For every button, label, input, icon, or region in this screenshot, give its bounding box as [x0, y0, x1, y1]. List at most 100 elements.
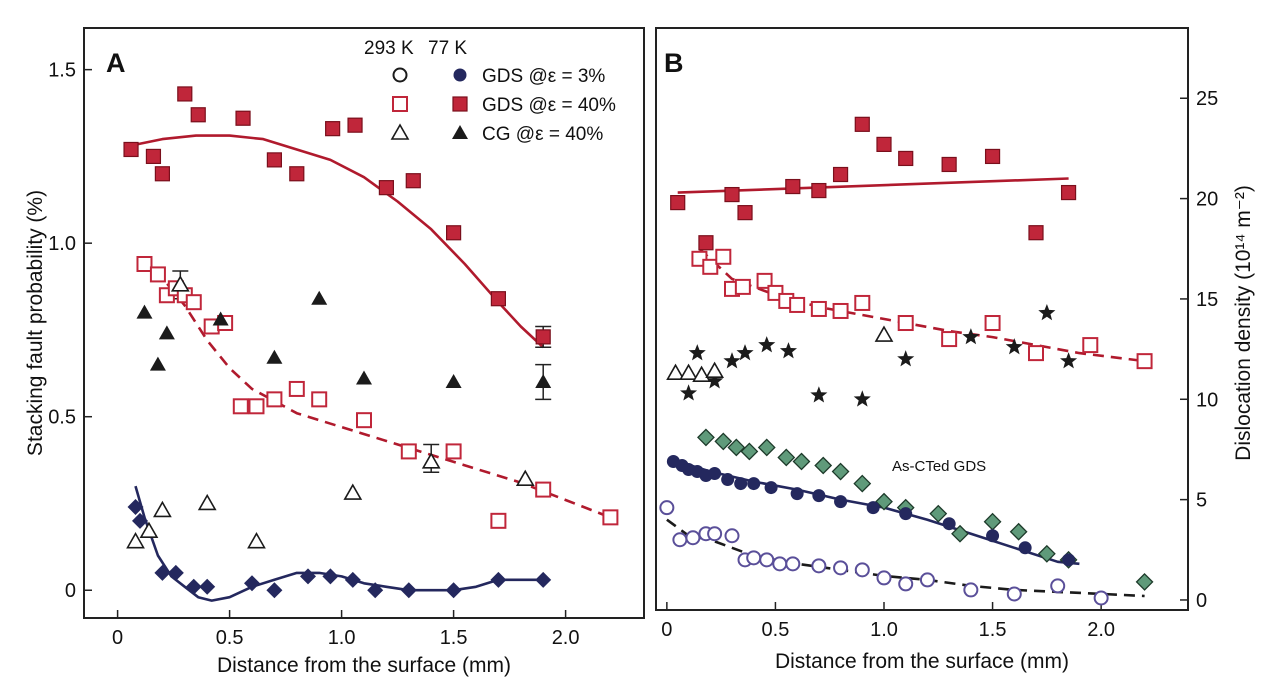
- panel-a-data-point: [490, 512, 507, 529]
- panel-b-series-2: [680, 304, 1078, 407]
- panel-a-data-point: [311, 391, 328, 408]
- panel-b-x-tick-label: 1.5: [979, 619, 1007, 641]
- legend-symbol-77k: [452, 125, 468, 139]
- panel-a-data-point: [247, 532, 266, 549]
- panel-a-data-point: [400, 582, 417, 599]
- panel-b-data-point: [811, 182, 827, 199]
- panel-b-y-axis-title: Dislocation density (10¹⁴ m⁻²): [1232, 185, 1255, 461]
- panel-b-fit-line-solid: [677, 177, 1069, 194]
- panel-a-data-point: [289, 166, 305, 182]
- panel-b-data-point: [724, 186, 740, 203]
- panel-b-data-point: [659, 500, 675, 516]
- panel-a-data-point: [190, 107, 206, 123]
- panel-b-data-point: [897, 315, 914, 332]
- panel-b-data-point: [737, 205, 753, 221]
- panel-a-y-tick-label: 0.5: [48, 407, 76, 429]
- panel-a-data-point: [356, 370, 372, 385]
- panel-a-series-2: [136, 290, 552, 388]
- panel-a-frame: [83, 27, 645, 619]
- panel-b-data-point: [790, 487, 804, 501]
- panel-b-data-point: [833, 560, 849, 576]
- panel-a-data-point: [445, 374, 462, 388]
- panel-b-data-point: [746, 550, 762, 566]
- panel-a-data-point: [266, 391, 283, 408]
- legend-symbol-293k: [392, 67, 408, 83]
- panel-b-y-tick-label: 5: [1196, 490, 1207, 512]
- panel-a-data-point: [136, 256, 153, 272]
- panel-b-data-point: [759, 552, 775, 568]
- panel-b-data-point: [1062, 553, 1076, 567]
- panel-a-data-point: [197, 493, 217, 511]
- panel-b-data-point: [670, 195, 686, 211]
- panel-a-data-point: [421, 452, 441, 469]
- panel-a-data-point: [145, 148, 162, 165]
- panel-b-data-point: [853, 390, 871, 407]
- panel-b-data-point: [736, 344, 754, 361]
- panel-a-data-point: [400, 443, 417, 460]
- panel-a-y-tick-label: 1.5: [48, 60, 76, 82]
- panel-b-series-3: [666, 325, 894, 382]
- panel-b-axes: 0 0.5 1.0 1.5 2.0 0 5 10 15 20 25: [661, 88, 1218, 641]
- panel-b-data-point: [875, 492, 893, 511]
- panel-b-data-point: [898, 576, 914, 592]
- legend-header-77k: 77 K: [428, 38, 467, 59]
- panel-b-data-point: [831, 462, 850, 481]
- panel-b-series-1: [691, 248, 1153, 370]
- panel-b-x-axis-title: Distance from the surface (mm): [775, 650, 1069, 673]
- panel-a-data-point: [244, 575, 260, 592]
- panel-b-data-point: [715, 248, 732, 265]
- panel-a-y-axis-title: Stacking fault probability (%): [24, 190, 47, 456]
- panel-b-data-point: [1009, 522, 1028, 541]
- panel-a-y-tick-label: 0: [65, 580, 76, 602]
- legend-symbol-293k: [390, 123, 410, 140]
- panel-a-data-point: [212, 311, 229, 326]
- panel-b-data-point: [1037, 544, 1056, 563]
- panel-b-data-point: [757, 438, 776, 457]
- panel-a-data-point: [127, 498, 144, 515]
- panel-a-data-point: [132, 512, 148, 529]
- panel-b-data-point: [853, 474, 872, 493]
- legend-header-293k: 293 K: [364, 38, 414, 59]
- panel-a-data-point: [367, 582, 384, 599]
- panel-b-data-point: [779, 342, 797, 359]
- panel-b-data-point: [1135, 572, 1154, 591]
- panel-b-data-point: [756, 272, 773, 289]
- panel-b-frame: [655, 27, 1189, 611]
- panel-b-series-6: [659, 500, 1109, 606]
- panel-a-data-point: [300, 568, 316, 585]
- panel-b-data-point: [707, 526, 723, 542]
- panel-a-data-point: [535, 329, 551, 345]
- panel-b-data-point: [1028, 225, 1044, 241]
- panel-b-data-point: [777, 448, 796, 467]
- legend-symbol-77k: [453, 68, 467, 82]
- panel-a-data-point: [185, 578, 202, 595]
- panel-a-letter: A: [106, 48, 126, 78]
- panel-a-data-point: [170, 275, 190, 292]
- panel-b-data-point: [679, 363, 698, 380]
- panel-a-y-tick-label: 1.0: [48, 233, 76, 255]
- panel-b-data-point: [866, 501, 880, 515]
- panel-b-data-point: [951, 524, 969, 543]
- panel-b-data-point: [785, 556, 801, 572]
- panel-b-data-point: [772, 556, 788, 572]
- panel-b-marks: [659, 116, 1154, 606]
- panel-a-data-point: [347, 117, 363, 133]
- panel-a-data-point: [123, 141, 139, 158]
- panel-b-data-point: [785, 178, 801, 195]
- panel-a-series-4: [127, 498, 552, 599]
- panel-b-letter: B: [664, 48, 684, 78]
- panel-b-data-point: [734, 477, 748, 491]
- legend-symbol-293k: [392, 96, 408, 112]
- panel-b-data-point: [942, 517, 956, 531]
- panel-a-data-point: [149, 266, 166, 283]
- panel-a-x-tick-label: 0: [112, 627, 123, 649]
- panel-a-data-point: [266, 152, 282, 168]
- panel-b-y-tick-label: 10: [1196, 389, 1218, 411]
- panel-b-data-point: [834, 495, 848, 509]
- panel-b-y-tick-label: 20: [1196, 189, 1218, 211]
- panel-b-data-point: [984, 148, 1001, 165]
- panel-b-data-point: [963, 582, 979, 598]
- panel-b-data-point: [706, 372, 724, 389]
- panel-b-data-point: [740, 442, 759, 461]
